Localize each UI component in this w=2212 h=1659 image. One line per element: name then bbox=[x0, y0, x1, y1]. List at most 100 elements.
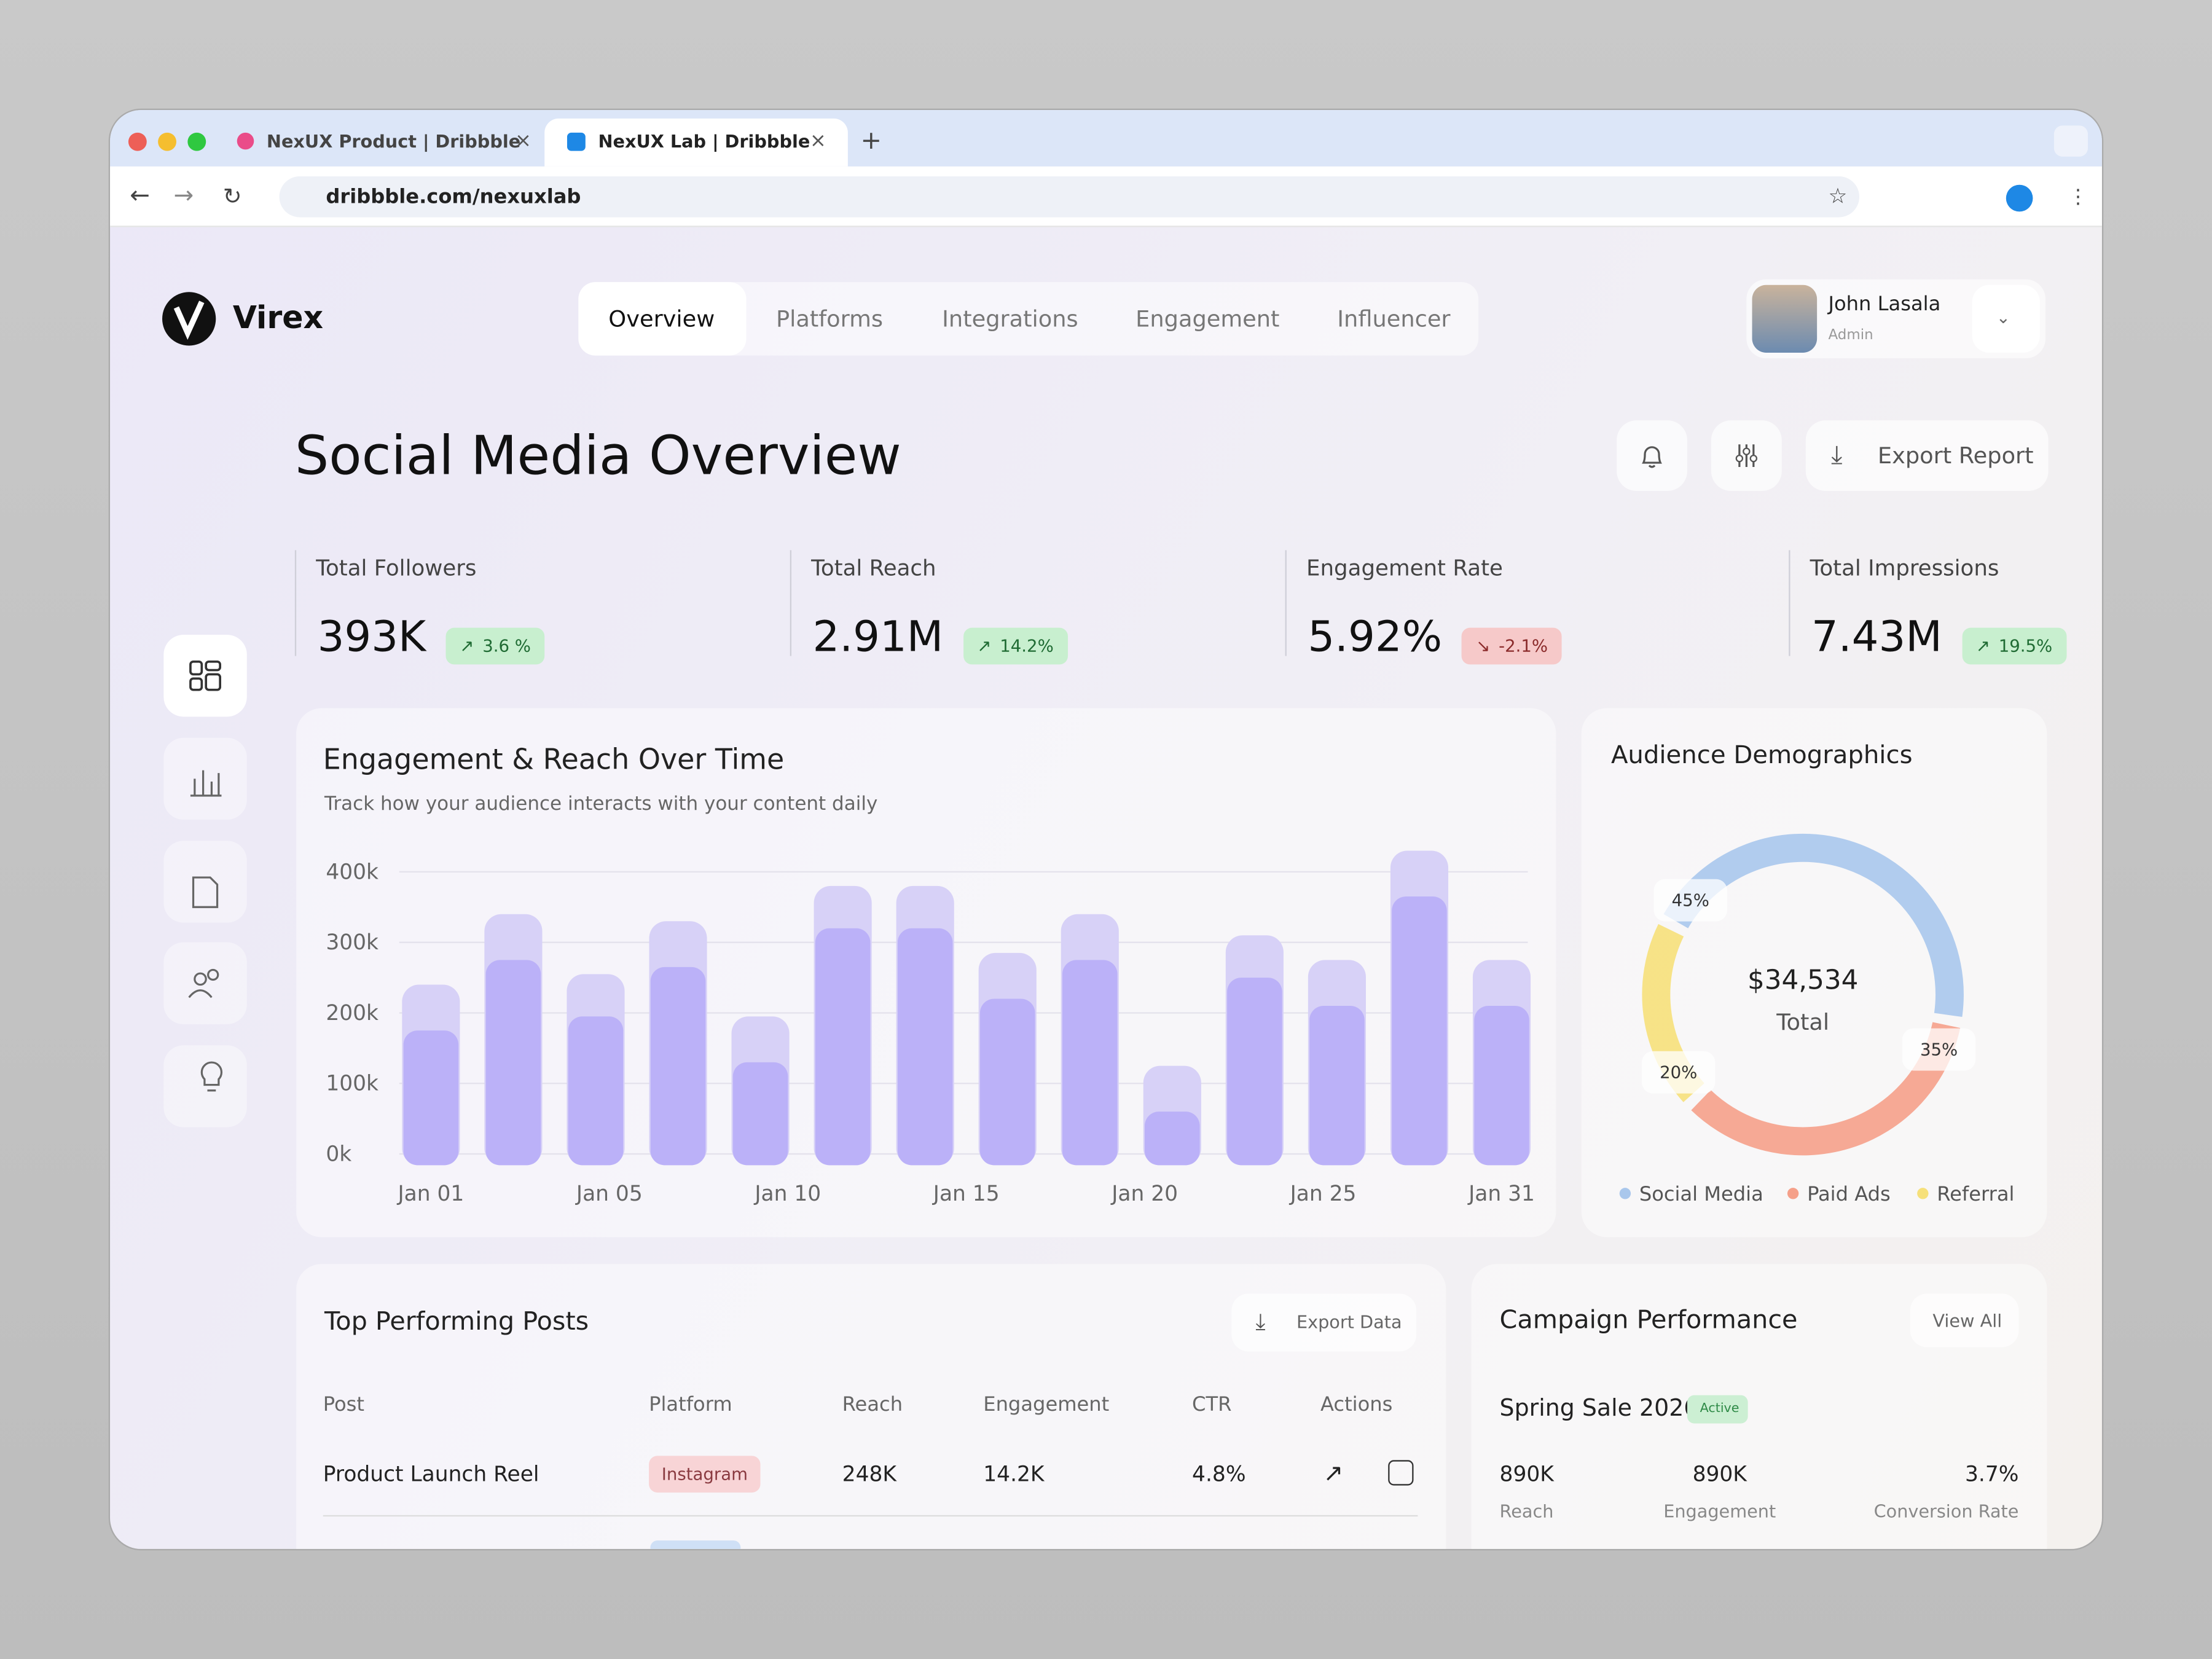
forward[interactable]: → bbox=[173, 182, 194, 211]
logo-mark bbox=[162, 292, 216, 346]
max-dot[interactable] bbox=[187, 132, 206, 151]
browser-window: NexUX Product | Dribbble × NexUX Lab | D… bbox=[110, 110, 2102, 1549]
kpi-value: 7.43M bbox=[1811, 613, 1942, 662]
bell-icon bbox=[1642, 446, 1662, 468]
open-action[interactable] bbox=[1388, 1460, 1414, 1486]
menu[interactable]: ⋮ bbox=[2068, 186, 2088, 209]
column-header: Reach bbox=[842, 1394, 903, 1417]
close-dot[interactable] bbox=[128, 132, 147, 151]
user-dropdown[interactable] bbox=[1972, 284, 2040, 353]
nav-item[interactable]: Platforms bbox=[775, 305, 884, 332]
download-icon: ⤓ bbox=[1831, 441, 1843, 471]
export-label[interactable]: Export Report bbox=[1877, 442, 2034, 469]
demographics-card bbox=[1581, 708, 2047, 1237]
kpi-label: Total Followers bbox=[316, 555, 477, 581]
tab-menu[interactable] bbox=[2053, 125, 2088, 157]
trend-icon: ↗ bbox=[1975, 636, 1990, 656]
sliders-icon bbox=[1735, 444, 1758, 467]
nav-dashboard[interactable] bbox=[163, 635, 247, 717]
chevron: ⌄ bbox=[1996, 307, 2010, 327]
change-value: 19.5% bbox=[1998, 636, 2053, 656]
column-header: CTR bbox=[1192, 1394, 1232, 1417]
new-tab[interactable]: + bbox=[860, 126, 882, 156]
stat-label: Reach bbox=[1499, 1500, 1554, 1522]
tab-title[interactable]: NexUX Lab | Dribbble bbox=[598, 130, 810, 152]
cell: 248K bbox=[842, 1461, 896, 1487]
view-all-label[interactable]: View All bbox=[1932, 1309, 2002, 1332]
stat-value: 890K bbox=[1692, 1461, 1747, 1487]
page-title: Social Media Overview bbox=[294, 425, 901, 487]
kpi-value: 393K bbox=[317, 613, 426, 662]
change-value: -2.1% bbox=[1499, 636, 1548, 656]
nav-item[interactable]: Integrations bbox=[942, 305, 1078, 332]
campaign-title: Campaign Performance bbox=[1499, 1305, 1798, 1336]
chart-title: Audience Demographics bbox=[1610, 742, 1913, 771]
column-header: Engagement bbox=[983, 1394, 1110, 1417]
kpi-label: Total Reach bbox=[811, 555, 936, 581]
cell: Product Launch Reel bbox=[323, 1461, 539, 1487]
view-all[interactable] bbox=[1910, 1293, 2019, 1347]
tab-bar bbox=[110, 110, 2102, 167]
tab-close[interactable]: × bbox=[809, 130, 826, 152]
posts-title: Top Performing Posts bbox=[324, 1307, 589, 1337]
kpi-divider bbox=[1285, 550, 1287, 656]
platform-pill: Instagram bbox=[649, 1456, 761, 1493]
nav-ideas[interactable] bbox=[163, 1045, 247, 1128]
active-tab[interactable] bbox=[544, 118, 848, 167]
export-data-label[interactable]: Export Data bbox=[1296, 1311, 1402, 1333]
tab-close[interactable]: × bbox=[515, 130, 531, 152]
change-value: 14.2% bbox=[1000, 636, 1054, 656]
kpi-divider bbox=[294, 550, 297, 656]
export-report[interactable] bbox=[1805, 420, 2049, 491]
download-icon: ⤓ bbox=[1255, 1308, 1266, 1335]
kpi-label: Total Impressions bbox=[1810, 555, 1999, 581]
user-name: John Lasala bbox=[1828, 293, 1941, 316]
cell: 14.2K bbox=[983, 1461, 1045, 1487]
kpi-divider bbox=[1789, 550, 1790, 656]
nav-analytics[interactable] bbox=[163, 737, 247, 820]
column-header: Platform bbox=[649, 1394, 732, 1417]
notifications[interactable] bbox=[1617, 420, 1687, 491]
address-bar[interactable] bbox=[279, 176, 1860, 218]
kpi-divider bbox=[790, 550, 792, 656]
nav-active bbox=[578, 282, 747, 356]
user-role: Admin bbox=[1828, 327, 1873, 344]
stat-value: 890K bbox=[1499, 1461, 1554, 1487]
kpi-change: ↗ 14.2% bbox=[963, 627, 1068, 665]
stat-label: Engagement bbox=[1663, 1500, 1776, 1522]
export-data[interactable] bbox=[1231, 1293, 1417, 1352]
nav-audience[interactable] bbox=[163, 942, 247, 1024]
url[interactable]: dribbble.com/nexuxlab bbox=[326, 186, 581, 209]
trend-icon: ↘ bbox=[1476, 636, 1491, 656]
kpi-change: ↗ 3.6 % bbox=[445, 627, 545, 665]
reload[interactable]: ↻ bbox=[222, 182, 242, 210]
stat-value: 3.7% bbox=[1964, 1461, 2019, 1487]
min-dot[interactable] bbox=[158, 132, 176, 151]
profile-icon[interactable] bbox=[2006, 184, 2033, 212]
tab-icon bbox=[567, 132, 586, 151]
cell: 4.8% bbox=[1192, 1461, 1246, 1487]
kpi-value: 5.92% bbox=[1308, 613, 1443, 662]
change-value: 3.6 % bbox=[482, 636, 531, 656]
back[interactable]: ← bbox=[130, 182, 150, 211]
tab-icon bbox=[237, 132, 254, 150]
trend-action[interactable]: ↗ bbox=[1323, 1460, 1344, 1489]
nav-item[interactable]: Engagement bbox=[1135, 305, 1280, 332]
avatar bbox=[1752, 284, 1818, 353]
nav-item[interactable]: Overview bbox=[608, 305, 715, 332]
nav-item[interactable]: Influencer bbox=[1337, 305, 1451, 332]
column-header: Post bbox=[323, 1394, 365, 1417]
row-divider bbox=[323, 1515, 1418, 1517]
platform-pill bbox=[650, 1540, 741, 1549]
bookmark[interactable]: ☆ bbox=[1828, 183, 1848, 209]
nav-reports[interactable] bbox=[163, 841, 247, 923]
engagement-card bbox=[296, 708, 1556, 1237]
tab-title[interactable]: NexUX Product | Dribbble bbox=[266, 130, 521, 152]
trend-icon: ↗ bbox=[977, 636, 992, 656]
logo: Virex bbox=[232, 301, 324, 337]
campaign-name: Spring Sale 2026 bbox=[1499, 1394, 1699, 1422]
chart-title: Engagement & Reach Over Time bbox=[323, 742, 785, 776]
kpi-change: ↗ 19.5% bbox=[1961, 627, 2067, 665]
